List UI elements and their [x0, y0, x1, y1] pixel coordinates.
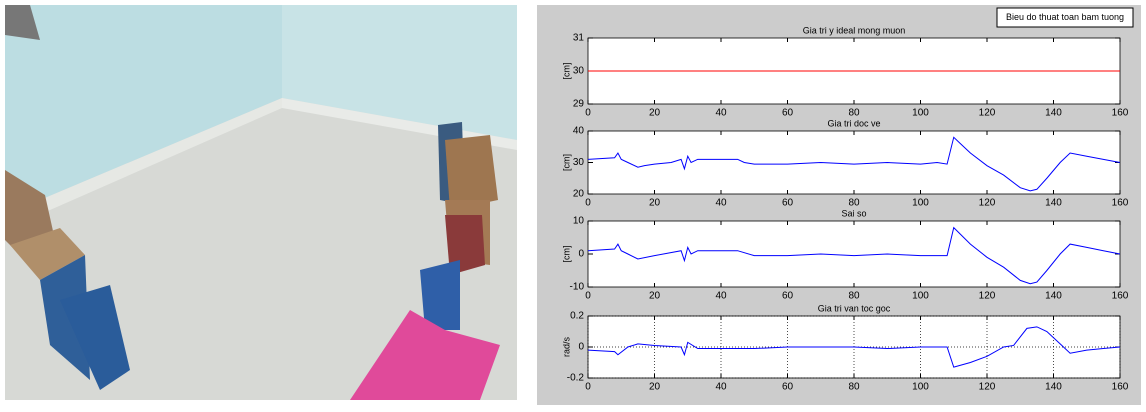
y-tick-label: 10 [573, 216, 585, 227]
x-tick-label: 120 [979, 108, 996, 119]
box [445, 135, 498, 210]
y-tick-label: 30 [573, 157, 585, 168]
x-tick-label: 140 [1045, 291, 1062, 302]
x-tick-label: 20 [649, 291, 661, 302]
x-tick-label: 100 [912, 198, 929, 209]
y-axis-label: [cm] [561, 246, 571, 263]
x-tick-label: 100 [912, 108, 929, 119]
x-tick-label: 0 [585, 291, 591, 302]
x-tick-label: 80 [848, 291, 860, 302]
y-tick-label: 0.2 [570, 311, 584, 322]
y-tick-label: 20 [573, 189, 585, 200]
x-tick-label: 20 [649, 198, 661, 209]
x-tick-label: 0 [585, 198, 591, 209]
x-tick-label: 40 [715, 198, 727, 209]
x-tick-label: 20 [649, 108, 661, 119]
x-tick-label: 120 [979, 291, 996, 302]
y-tick-label: 40 [573, 126, 585, 137]
x-tick-label: 80 [848, 198, 860, 209]
x-tick-label: 140 [1045, 108, 1062, 119]
y-tick-label: 31 [573, 33, 585, 44]
x-tick-label: 0 [585, 382, 591, 393]
y-tick-label: -0.2 [567, 373, 585, 384]
figure-label: Bieu do thuat toan bam tuong [1006, 12, 1124, 22]
x-tick-label: 80 [848, 382, 860, 393]
plot-area [588, 221, 1120, 287]
x-tick-label: 120 [979, 198, 996, 209]
x-tick-label: 60 [782, 108, 794, 119]
chart-title: Gia tri doc ve [827, 118, 880, 128]
chart-title: Sai so [841, 208, 866, 218]
y-tick-label: 30 [573, 66, 585, 77]
x-tick-label: 0 [585, 108, 591, 119]
y-tick-label: 0 [578, 249, 584, 260]
x-tick-label: 40 [715, 291, 727, 302]
y-tick-label: 29 [573, 99, 585, 110]
y-axis-label: [cm] [561, 63, 571, 80]
y-tick-label: -10 [570, 282, 585, 293]
photo [5, 5, 517, 400]
x-tick-label: 160 [1112, 382, 1129, 393]
x-tick-label: 120 [979, 382, 996, 393]
x-tick-label: 60 [782, 198, 794, 209]
figure: Bieu do thuat toan bam tuong Gia tri y i… [0, 0, 1146, 407]
x-tick-label: 60 [782, 382, 794, 393]
x-tick-label: 160 [1112, 291, 1129, 302]
chart-title: Gia tri van toc goc [818, 303, 891, 313]
page: {"figure_label": "Bieu do thuat toan bam… [0, 0, 1146, 412]
chart-title: Gia tri y ideal mong muon [803, 25, 906, 35]
x-tick-label: 80 [848, 108, 860, 119]
x-tick-label: 100 [912, 382, 929, 393]
y-axis-label: rad/s [561, 336, 571, 357]
x-tick-label: 160 [1112, 198, 1129, 209]
x-tick-label: 160 [1112, 108, 1129, 119]
x-tick-label: 40 [715, 382, 727, 393]
x-tick-label: 100 [912, 291, 929, 302]
x-tick-label: 40 [715, 108, 727, 119]
y-axis-label: [cm] [561, 154, 571, 171]
x-tick-label: 140 [1045, 382, 1062, 393]
x-tick-label: 60 [782, 291, 794, 302]
x-tick-label: 20 [649, 382, 661, 393]
y-tick-label: 0 [578, 342, 584, 353]
x-tick-label: 140 [1045, 198, 1062, 209]
